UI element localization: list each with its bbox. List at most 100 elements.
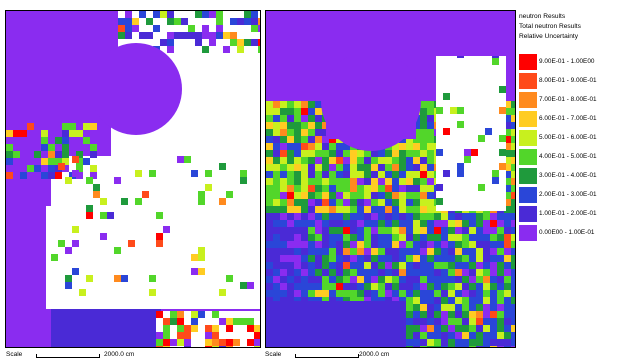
mesh-cell [315, 178, 322, 185]
legend-swatch [519, 149, 537, 165]
mesh-cell [160, 46, 167, 53]
mesh-cell [378, 199, 385, 206]
mesh-cell [504, 192, 511, 199]
mesh-cell [139, 32, 146, 39]
mesh-cell [483, 346, 490, 347]
mesh-cell [504, 290, 511, 297]
mesh-cell [371, 255, 378, 262]
mesh-cell [511, 136, 515, 143]
mesh-cell [336, 171, 343, 178]
mesh-cell [420, 241, 427, 248]
mesh-cell [184, 311, 191, 318]
mesh-cell [301, 178, 308, 185]
right-uncertainty-map[interactable] [265, 10, 516, 348]
mesh-cell [492, 170, 499, 177]
mesh-cell [287, 262, 294, 269]
mesh-cell [385, 234, 392, 241]
mesh-cell [273, 115, 280, 122]
mesh-cell [511, 115, 515, 122]
mesh-cell [364, 234, 371, 241]
mesh-cell [413, 339, 420, 346]
mesh-cell [462, 262, 469, 269]
mesh-cell [413, 150, 420, 157]
mesh-cell [483, 227, 490, 234]
mesh-cell [406, 150, 413, 157]
mesh-cell [420, 122, 427, 129]
mesh-cell [413, 297, 420, 304]
mesh-cell [315, 262, 322, 269]
mesh-cell [149, 289, 156, 296]
mesh-cell [378, 276, 385, 283]
mesh-cell [135, 170, 142, 177]
mesh-cell [350, 297, 357, 304]
mesh-cell [329, 185, 336, 192]
mesh-cell [455, 283, 462, 290]
mesh-cell [462, 332, 469, 339]
mesh-cell [504, 227, 511, 234]
mesh-cell [181, 11, 188, 18]
mesh-cell [441, 262, 448, 269]
mesh-cell [287, 150, 294, 157]
mesh-cell [315, 129, 322, 136]
mesh-cell [511, 318, 515, 325]
mesh-cell [343, 178, 350, 185]
mesh-cell [357, 192, 364, 199]
mesh-cell [287, 178, 294, 185]
mesh-cell [476, 346, 483, 347]
mesh-cell [399, 143, 406, 150]
mesh-cell [266, 255, 273, 262]
mesh-cell [406, 213, 413, 220]
mesh-cell [371, 185, 378, 192]
mesh-cell [483, 262, 490, 269]
mesh-cell [254, 339, 260, 346]
mesh-cell [371, 213, 378, 220]
mesh-cell [511, 213, 515, 220]
mesh-cell [209, 18, 216, 25]
mesh-cell [490, 262, 497, 269]
left-uncertainty-map[interactable] [5, 10, 261, 348]
mesh-cell [378, 241, 385, 248]
mesh-cell [357, 276, 364, 283]
mesh-cell [329, 255, 336, 262]
mesh-cell [490, 283, 497, 290]
mesh-cell [237, 25, 244, 32]
mesh-cell [244, 39, 251, 46]
mesh-cell [511, 164, 515, 171]
mesh-cell [483, 290, 490, 297]
mesh-cell [160, 39, 167, 46]
mesh-cell [499, 149, 506, 156]
mesh-cell [455, 248, 462, 255]
mesh-cell [315, 185, 322, 192]
mesh-cell [167, 25, 174, 32]
mesh-cell [308, 199, 315, 206]
mesh-cell [504, 108, 511, 115]
mesh-cell [266, 276, 273, 283]
mesh-cell [469, 227, 476, 234]
mesh-cell [273, 136, 280, 143]
mesh-cell [156, 318, 163, 325]
mesh-cell [76, 172, 83, 179]
mesh-cell [469, 297, 476, 304]
mesh-cell [308, 248, 315, 255]
mesh-cell [378, 269, 385, 276]
mesh-cell [406, 339, 413, 346]
mesh-cell [378, 185, 385, 192]
mesh-cell [448, 248, 455, 255]
mesh-cell [483, 283, 490, 290]
mesh-cell [153, 18, 160, 25]
mesh-cell [448, 234, 455, 241]
mesh-cell [364, 213, 371, 220]
mesh-cell [198, 325, 205, 332]
mesh-cell [399, 164, 406, 171]
mesh-cell [188, 11, 195, 18]
mesh-cell [41, 172, 48, 179]
mesh-cell [448, 290, 455, 297]
mesh-cell [308, 283, 315, 290]
mesh-cell [294, 143, 301, 150]
mesh-cell [62, 123, 69, 130]
mesh-cell [244, 25, 251, 32]
mesh-cell [132, 11, 139, 18]
mesh-cell [58, 240, 65, 247]
mesh-cell [469, 311, 476, 318]
mesh-cell [413, 185, 420, 192]
